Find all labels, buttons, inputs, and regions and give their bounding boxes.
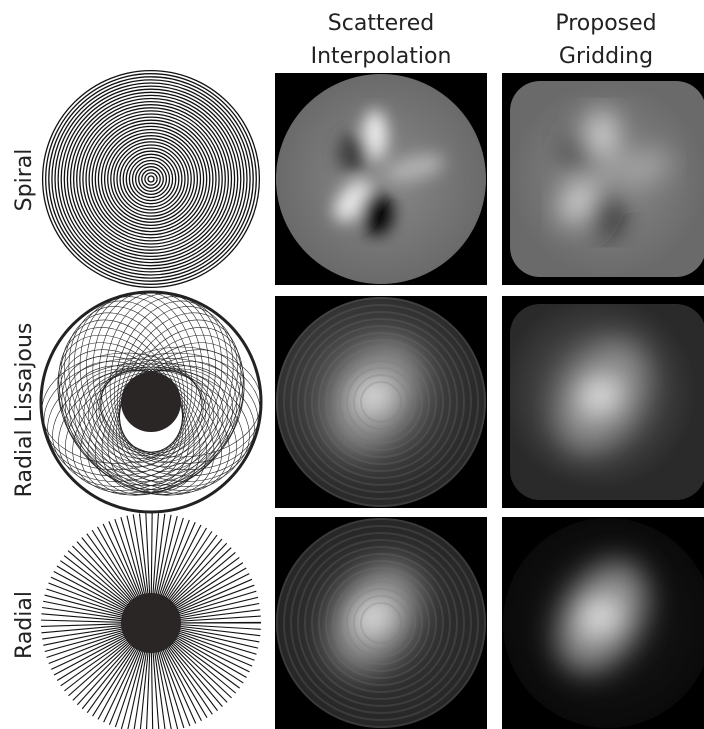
- trajectory-ring: [123, 151, 179, 207]
- trajectory-center: [121, 593, 181, 653]
- trajectory-loop: [37, 300, 206, 492]
- trajectory-ring: [83, 111, 219, 247]
- reconstruction-image: [502, 73, 704, 285]
- trajectory-ring: [95, 123, 206, 234]
- column-header: Gridding: [559, 44, 653, 69]
- trajectory-ring: [52, 80, 250, 278]
- trajectory-ring: [136, 164, 167, 195]
- trajectory-loop: [35, 329, 227, 519]
- trajectory-center: [121, 372, 181, 432]
- trajectory-ring: [145, 173, 157, 185]
- trajectory-ring: [117, 145, 185, 213]
- row-label: Spiral: [12, 149, 37, 212]
- trajectory-ring: [126, 154, 175, 203]
- radial-trajectory: [41, 513, 261, 729]
- trajectory-ring: [61, 89, 241, 269]
- trajectory-ring: [148, 176, 154, 182]
- reconstruction-image: [502, 296, 704, 508]
- row-label: Radial: [12, 591, 37, 659]
- column-header: Interpolation: [311, 44, 452, 69]
- image-disc: [510, 81, 704, 277]
- trajectory-ring: [74, 102, 229, 257]
- row-label: Radial Lissajous: [12, 323, 37, 498]
- trajectory-loop: [75, 329, 267, 519]
- trajectory-ring: [114, 142, 188, 216]
- trajectory-ring: [64, 92, 237, 265]
- dark-lobe: [588, 191, 620, 235]
- spiral-trajectory: [43, 71, 260, 288]
- trajectory-ring: [86, 114, 216, 244]
- image-disc: [276, 74, 486, 284]
- dark-lobe: [361, 191, 393, 235]
- column-header: Proposed: [555, 11, 656, 36]
- dark-lobe: [564, 133, 596, 173]
- reconstruction-image: [275, 73, 487, 285]
- trajectory-ring: [92, 120, 210, 238]
- trajectory-ring: [105, 133, 198, 226]
- lissajous-trajectory: [31, 288, 271, 522]
- reconstruction-image: [275, 296, 487, 508]
- column-header: Scattered: [328, 11, 434, 36]
- reconstruction-image: [275, 517, 487, 729]
- reconstruction-image: [502, 517, 704, 729]
- trajectory-ring: [55, 83, 247, 275]
- dark-lobe: [337, 133, 369, 173]
- figure: Scattered Interpolation Proposed Gridding Sp…: [0, 0, 704, 729]
- trajectory-ring: [43, 71, 260, 288]
